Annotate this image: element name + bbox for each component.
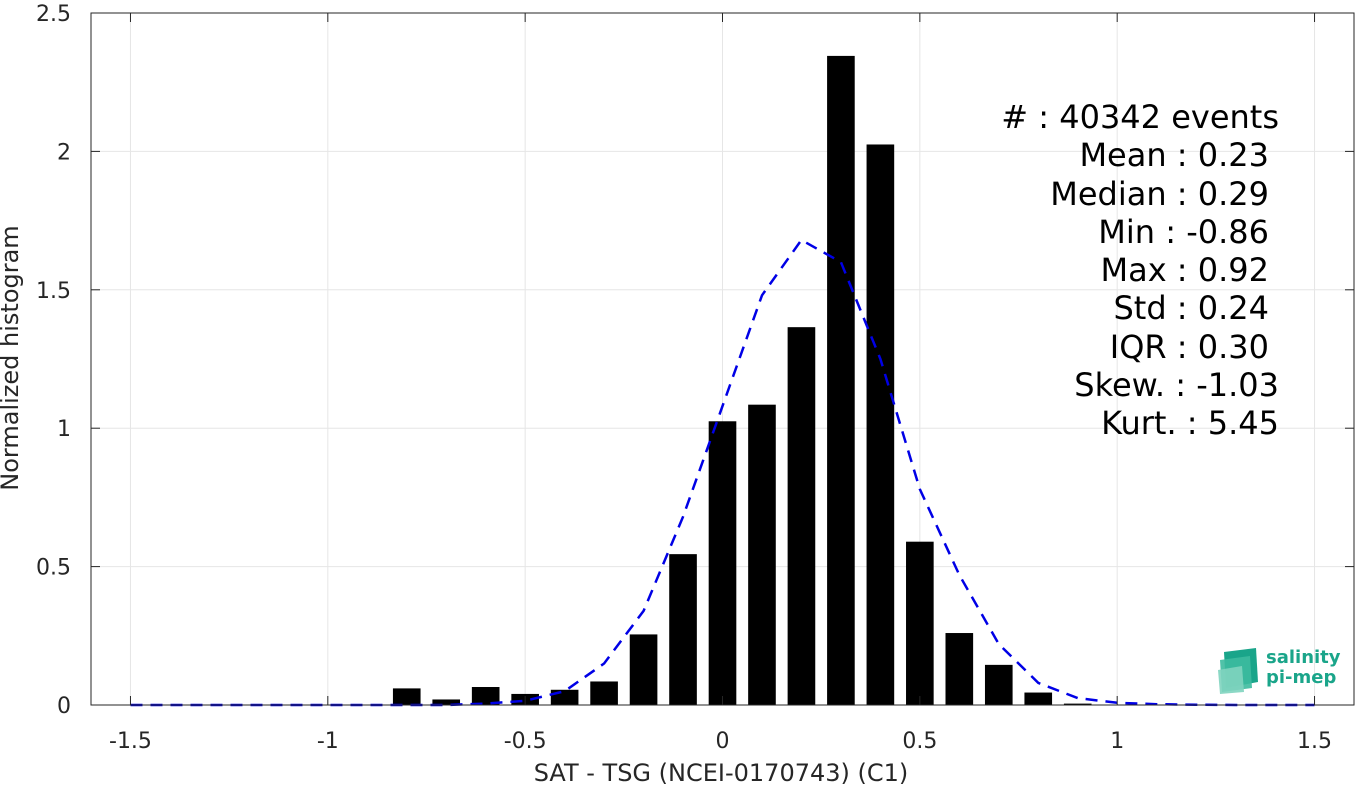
logo-mark-icon	[1218, 648, 1258, 694]
histogram-bar	[984, 664, 1013, 705]
y-tick-label: 2.5	[36, 2, 71, 27]
histogram-bar	[471, 687, 500, 705]
stats-std: Std : 0.24	[1113, 289, 1269, 328]
x-tick-label: 1.5	[1297, 729, 1332, 754]
x-tick-label: 0.5	[902, 729, 937, 754]
histogram-bar	[787, 327, 816, 705]
stats-kurt: Kurt. : 5.45	[1101, 404, 1279, 443]
histogram-bar	[590, 681, 618, 705]
histogram-bar	[708, 421, 737, 705]
stats-skew: Skew. : -1.03	[1074, 366, 1279, 405]
stats-iqr: IQR : 0.30	[1109, 327, 1269, 366]
x-tick-label: -0.5	[504, 729, 547, 754]
y-tick-label: 2	[57, 140, 71, 165]
histogram-bar	[906, 541, 934, 705]
histogram-bar	[432, 699, 461, 705]
histogram-bar	[669, 554, 697, 705]
x-axis-label: SAT - TSG (NCEI-0170743) (C1)	[534, 759, 909, 785]
histogram-bar	[392, 688, 421, 705]
y-axis-label: Normalized histogram	[0, 225, 24, 490]
histogram-bar	[866, 144, 895, 706]
stats-panel: # : 40342 events Mean : 0.23 Median : 0.…	[859, 98, 1279, 443]
stats-min: Min : -0.86	[1098, 212, 1269, 251]
logo-line-2: pi-mep	[1266, 667, 1337, 688]
histogram-bar	[827, 55, 855, 706]
logo-line-1: salinity	[1266, 647, 1341, 668]
histogram-bar	[1024, 692, 1053, 705]
y-tick-label: 1	[57, 417, 71, 442]
stats-events: # : 40342 events	[1001, 98, 1279, 136]
y-tick-label: 1.5	[36, 279, 71, 304]
x-tick-label: -1	[317, 729, 339, 754]
x-tick-label: -1.5	[109, 729, 152, 754]
axis-ticks: -1.5 -1 -0.5 0 0.5 1 1.5 0 0.5 1 1.5 2 2.5	[36, 2, 1354, 754]
histogram-bar	[629, 634, 658, 705]
y-tick-label: 0.5	[36, 556, 71, 581]
histogram-bar	[945, 633, 974, 705]
x-tick-label: 0	[716, 729, 730, 754]
histogram-bar	[748, 404, 776, 705]
salinity-pimep-logo: salinity pi-mep	[1216, 646, 1346, 696]
histogram-bar	[550, 689, 579, 705]
stats-max: Max : 0.92	[1100, 251, 1269, 290]
histogram-bars	[392, 55, 1092, 706]
stats-mean: Mean : 0.23	[1079, 136, 1269, 175]
stats-median: Median : 0.29	[1050, 174, 1269, 213]
y-tick-label: 0	[57, 694, 71, 719]
histogram-bar	[1063, 703, 1092, 705]
x-tick-label: 1	[1110, 729, 1124, 754]
